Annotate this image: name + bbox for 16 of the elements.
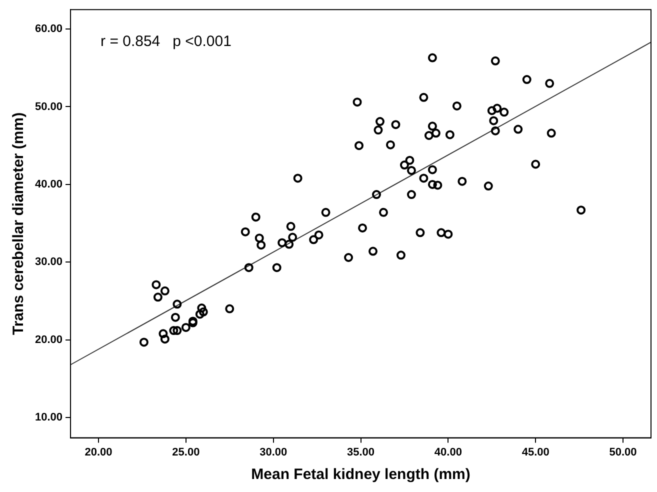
x-tick-label: 40.00: [434, 446, 462, 458]
y-tick-label: 40.00: [34, 178, 63, 190]
y-tick-label: 60.00: [34, 23, 63, 36]
x-tick-label: 20.00: [84, 446, 112, 458]
y-tick-label: 30.00: [34, 256, 63, 268]
x-tick-label: 35.00: [347, 446, 375, 458]
x-tick-label: 50.00: [609, 446, 637, 458]
y-tick-label: 20.00: [34, 334, 63, 346]
y-tick-label: 10.00: [34, 412, 63, 424]
x-tick-label: 30.00: [260, 446, 288, 458]
y-axis-title: Trans cerebellar diameter (mm): [10, 112, 28, 336]
y-tick-label: 50.00: [34, 100, 63, 113]
x-tick-label: 45.00: [522, 446, 550, 458]
x-tick-label: 25.00: [172, 446, 200, 458]
annotation: r = 0.854 p <0.001: [100, 33, 232, 50]
x-axis-title: Mean Fetal kidney length (mm): [251, 466, 470, 484]
